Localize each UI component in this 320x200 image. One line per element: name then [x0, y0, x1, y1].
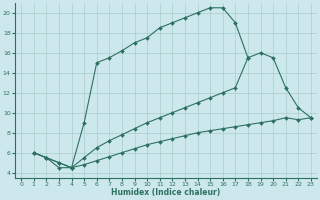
X-axis label: Humidex (Indice chaleur): Humidex (Indice chaleur) [111, 188, 221, 197]
